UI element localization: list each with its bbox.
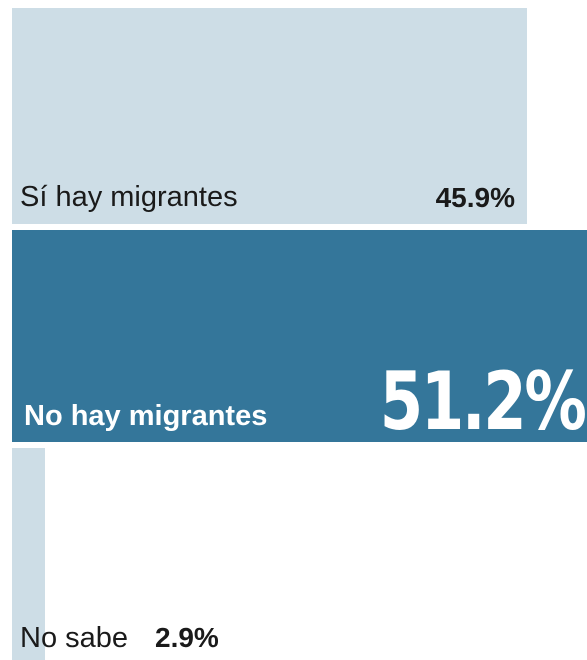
label-no-hay-migrantes: No hay migrantes bbox=[24, 400, 268, 432]
value-si-hay-migrantes: 45.9% bbox=[435, 182, 515, 213]
value-no-hay-migrantes: 51.2% bbox=[380, 355, 587, 448]
label-no-sabe: No sabe bbox=[20, 622, 129, 654]
bar-no-hay-migrantes bbox=[12, 230, 587, 442]
bar-no-sabe bbox=[12, 448, 45, 660]
label-si-hay-migrantes: Sí hay migrantes bbox=[20, 181, 238, 213]
value-no-sabe: 2.9% bbox=[155, 622, 219, 653]
bar-si-hay-migrantes bbox=[12, 8, 527, 224]
